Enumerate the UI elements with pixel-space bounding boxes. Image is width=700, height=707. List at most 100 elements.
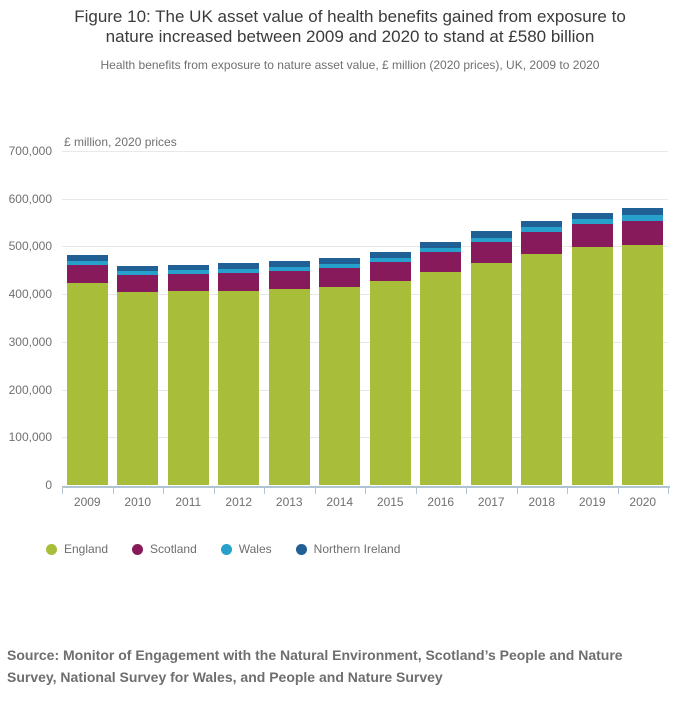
x-axis-tick [415, 488, 417, 494]
y-axis-unit-label: £ million, 2020 prices [64, 135, 177, 149]
bar-segment-northern-ireland[interactable] [66, 254, 108, 261]
legend-label: Northern Ireland [313, 542, 401, 556]
bar-segment-england[interactable] [117, 292, 159, 485]
bar-segment-wales[interactable] [521, 227, 563, 232]
bar-segment-northern-ireland[interactable] [369, 251, 411, 258]
source-line1: Source: Monitor of Engagement with the N… [7, 647, 623, 663]
y-axis-tick-label: 400,000 [8, 287, 52, 302]
y-axis-tick-label: 700,000 [8, 144, 52, 158]
gridline-600000 [62, 198, 668, 200]
x-axis-tick [264, 488, 265, 494]
bar-segment-northern-ireland[interactable] [268, 261, 310, 268]
bar-segment-wales[interactable] [470, 238, 512, 243]
legend-item-wales[interactable]: Wales [220, 542, 272, 556]
bar-segment-wales[interactable] [66, 260, 108, 265]
chart-subtitle: Health benefits from exposure to nature … [100, 58, 600, 72]
bar-segment-england[interactable] [622, 244, 664, 485]
bar-segment-wales[interactable] [218, 269, 260, 274]
bar-2018[interactable] [521, 220, 563, 485]
bar-segment-england[interactable] [369, 280, 411, 485]
bar-segment-northern-ireland[interactable] [167, 264, 209, 271]
bar-segment-northern-ireland[interactable] [571, 212, 613, 220]
legend-label: Scotland [150, 542, 197, 556]
gridline-400000 [62, 294, 668, 296]
legend-swatch-northern-ireland [295, 543, 307, 555]
bar-segment-wales[interactable] [319, 264, 361, 269]
gridline-200000 [62, 389, 668, 391]
bar-2011[interactable] [167, 264, 209, 485]
x-axis-tick [163, 488, 164, 494]
legend-swatch-scotland [132, 543, 144, 555]
y-axis-tick-label: 500,000 [8, 239, 52, 254]
bar-2019[interactable] [571, 212, 613, 485]
bar-segment-scotland[interactable] [571, 224, 613, 247]
bar-segment-wales[interactable] [167, 270, 209, 275]
y-axis-tick-label: 600,000 [8, 191, 52, 206]
x-axis-label-2010: 2010 [124, 495, 152, 509]
legend-swatch-wales [220, 543, 232, 555]
x-axis-label-2018: 2018 [528, 495, 556, 509]
bar-segment-scotland[interactable] [420, 251, 462, 272]
bar-segment-scotland[interactable] [117, 275, 159, 293]
x-axis-label-2011: 2011 [175, 495, 202, 509]
bar-segment-wales[interactable] [117, 271, 159, 276]
bar-segment-england[interactable] [571, 246, 613, 485]
bar-segment-england[interactable] [66, 282, 108, 485]
bar-segment-england[interactable] [218, 290, 260, 485]
bar-segment-scotland[interactable] [622, 220, 664, 245]
gridline-700000 [62, 151, 668, 152]
bar-segment-wales[interactable] [622, 215, 664, 221]
x-axis-label-2020: 2020 [629, 495, 657, 509]
legend-item-scotland[interactable]: Scotland [132, 542, 197, 556]
bar-segment-scotland[interactable] [268, 270, 310, 289]
bar-segment-scotland[interactable] [369, 262, 411, 281]
bar-segment-wales[interactable] [369, 257, 411, 263]
bar-2012[interactable] [218, 263, 260, 485]
bar-segment-northern-ireland[interactable] [470, 231, 512, 239]
bar-segment-england[interactable] [268, 288, 310, 485]
bar-segment-northern-ireland[interactable] [622, 208, 664, 216]
bar-segment-northern-ireland[interactable] [218, 263, 260, 270]
bar-2009[interactable] [66, 254, 108, 485]
x-axis-label-2013: 2013 [275, 495, 303, 509]
x-axis-tick [365, 488, 366, 494]
bar-segment-wales[interactable] [268, 267, 310, 271]
bar-2016[interactable] [420, 241, 462, 485]
bar-2014[interactable] [319, 257, 361, 485]
bar-segment-wales[interactable] [571, 219, 613, 225]
bar-segment-scotland[interactable] [218, 273, 260, 291]
bar-segment-scotland[interactable] [66, 264, 108, 283]
bar-segment-northern-ireland[interactable] [521, 220, 563, 228]
bar-segment-scotland[interactable] [167, 274, 209, 292]
bar-segment-england[interactable] [167, 291, 209, 485]
bar-2017[interactable] [470, 231, 512, 485]
page-title-line2: nature increased between 2009 and 2020 t… [105, 27, 595, 46]
bar-segment-scotland[interactable] [470, 242, 512, 264]
gridline-500000 [62, 246, 668, 248]
bar-segment-northern-ireland[interactable] [319, 257, 361, 265]
legend-item-northern-ireland[interactable]: Northern Ireland [295, 542, 401, 556]
bar-2013[interactable] [268, 261, 310, 485]
bar-segment-northern-ireland[interactable] [420, 241, 462, 248]
bar-2015[interactable] [369, 251, 411, 485]
legend-item-england[interactable]: England [46, 542, 108, 556]
bar-2020[interactable] [622, 208, 664, 485]
bar-segment-england[interactable] [319, 286, 361, 485]
bar-segment-northern-ireland[interactable] [117, 266, 159, 272]
x-axis-tick [617, 488, 619, 494]
bar-segment-england[interactable] [420, 271, 462, 485]
gridline-300000 [62, 341, 668, 343]
x-axis-label-2009: 2009 [73, 495, 101, 509]
x-axis-line [62, 486, 670, 488]
bar-segment-scotland[interactable] [521, 231, 563, 255]
x-axis-tick [466, 488, 467, 494]
bar-2010[interactable] [117, 266, 159, 485]
bar-segment-england[interactable] [470, 263, 512, 485]
bar-segment-wales[interactable] [420, 247, 462, 252]
bar-segment-england[interactable] [521, 254, 563, 485]
page-title-line1: Figure 10: The UK asset value of health … [74, 7, 626, 26]
bar-segment-scotland[interactable] [319, 268, 361, 287]
x-axis-tick [516, 488, 518, 494]
chart-legend: England Scotland Wales Northern Ireland [46, 542, 400, 556]
